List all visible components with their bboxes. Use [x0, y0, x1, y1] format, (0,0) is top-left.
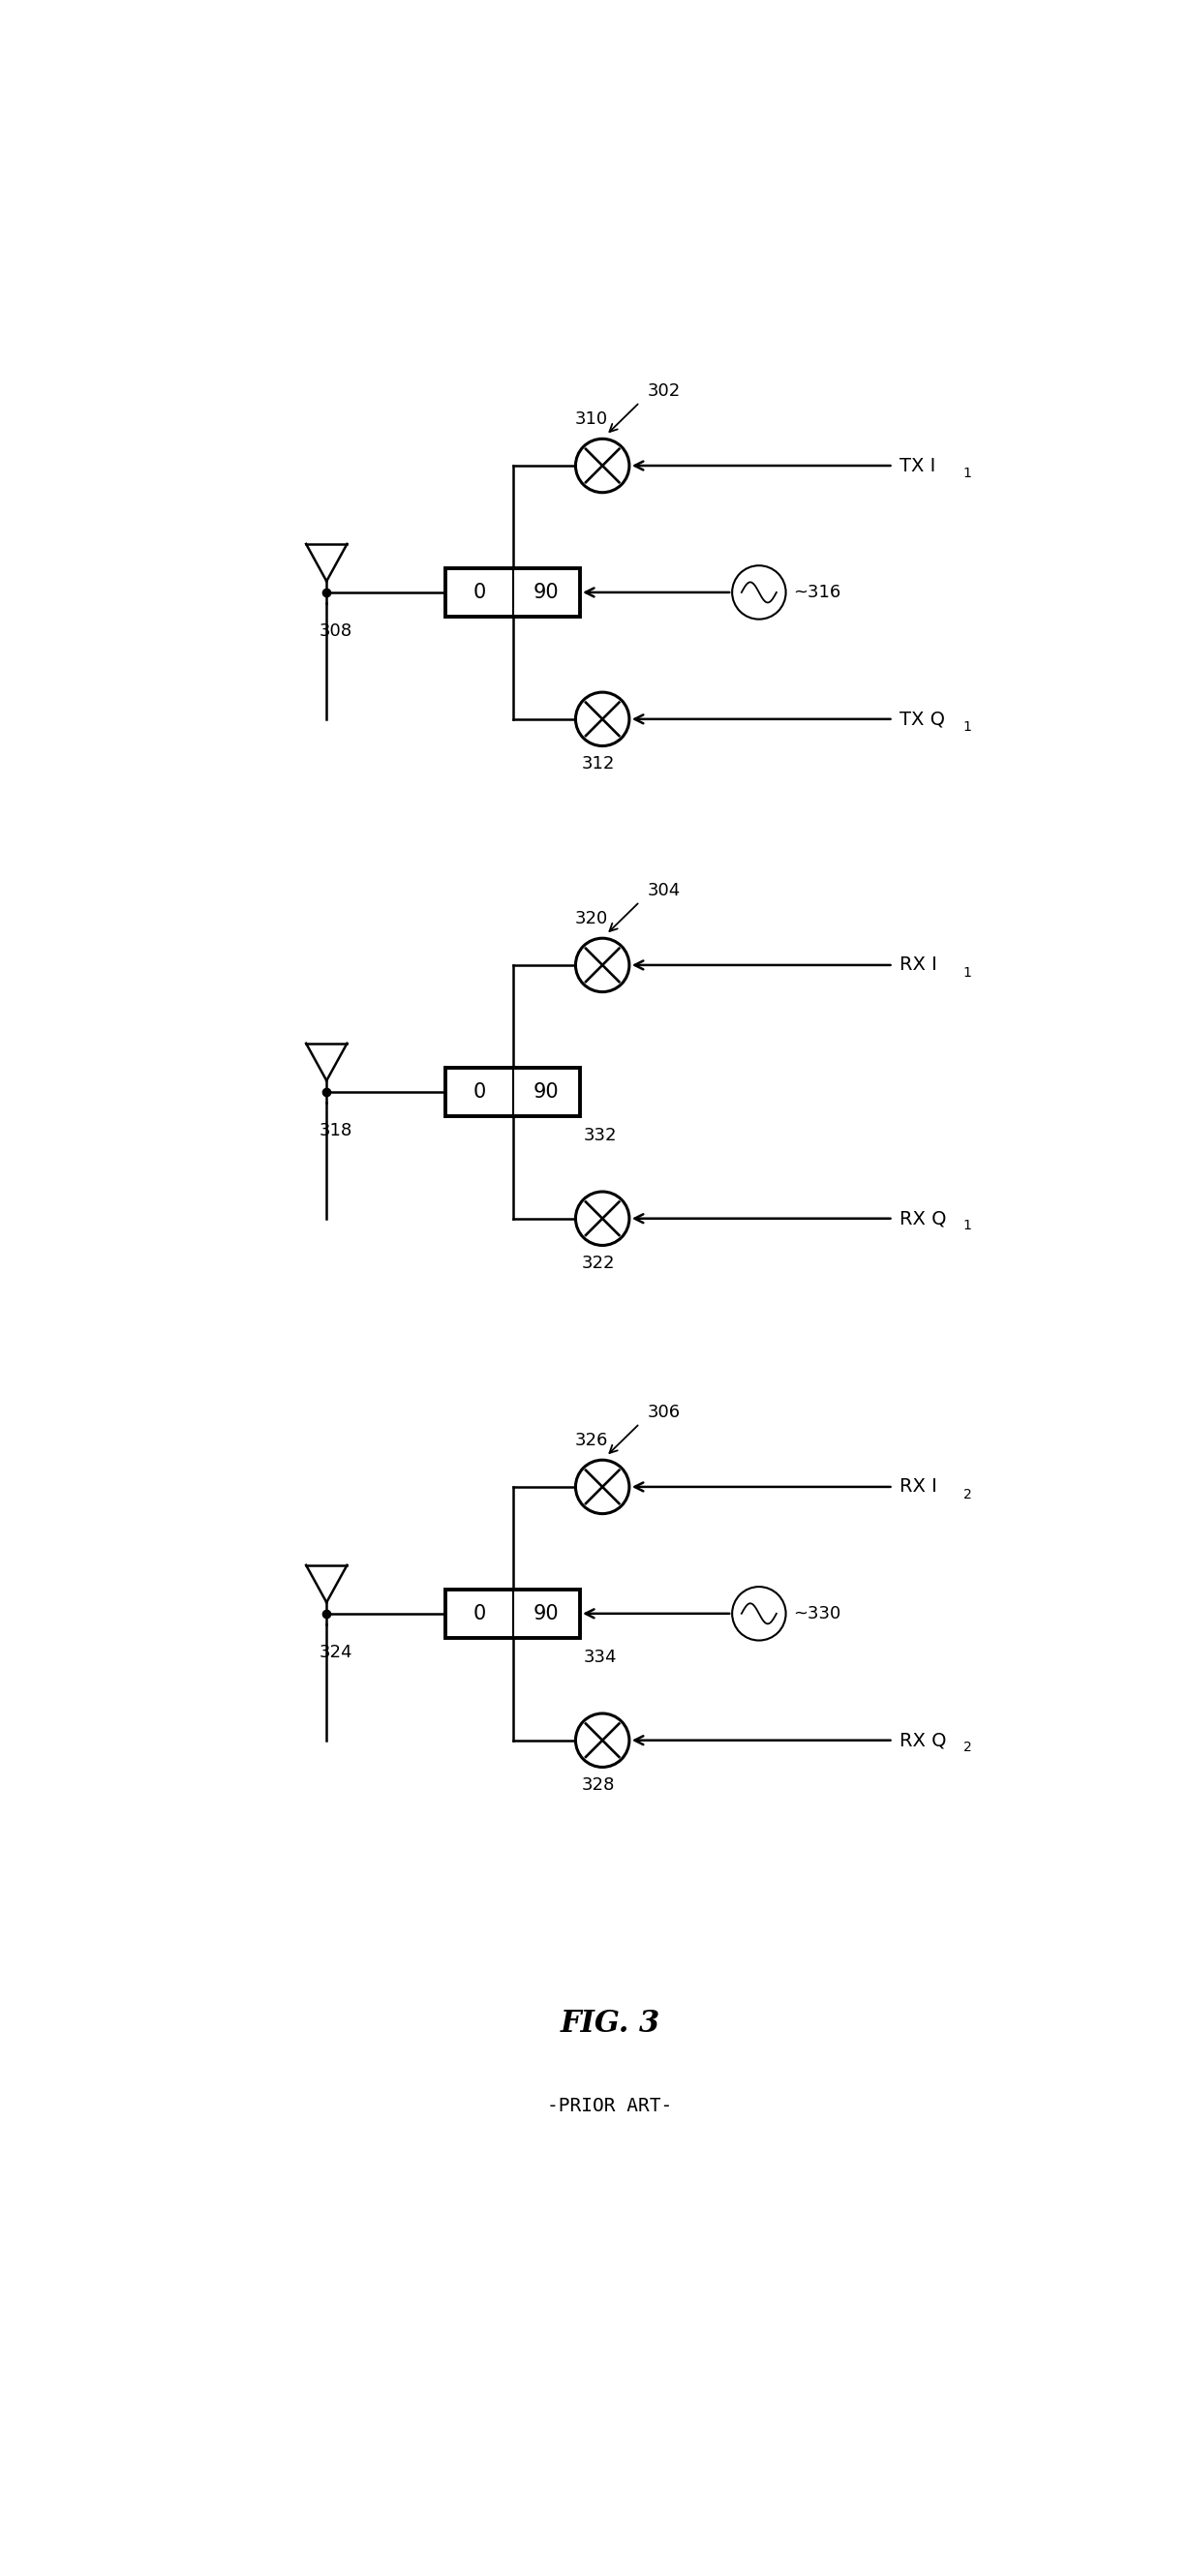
Text: RX Q: RX Q [900, 1731, 946, 1749]
Text: 1: 1 [963, 719, 972, 734]
Circle shape [732, 1587, 785, 1641]
Text: 0: 0 [472, 582, 486, 603]
Circle shape [576, 938, 630, 992]
Text: RX I: RX I [900, 956, 937, 974]
Text: 318: 318 [319, 1121, 352, 1139]
Text: 334: 334 [584, 1649, 618, 1667]
Text: 90: 90 [533, 1605, 559, 1623]
Text: 326: 326 [575, 1432, 608, 1448]
Text: -PRIOR ART-: -PRIOR ART- [547, 2097, 672, 2115]
Text: TX Q: TX Q [900, 711, 945, 729]
Circle shape [732, 567, 785, 618]
Text: ~316: ~316 [794, 585, 841, 600]
Text: TX I: TX I [900, 456, 935, 474]
Text: 0: 0 [472, 1082, 486, 1103]
Circle shape [576, 1713, 630, 1767]
Bar [446, 1589, 580, 1638]
Text: RX Q: RX Q [900, 1208, 946, 1229]
Text: RX I: RX I [900, 1479, 937, 1497]
Text: 320: 320 [575, 909, 608, 927]
Bar [446, 569, 580, 616]
Circle shape [576, 1461, 630, 1515]
Text: FIG. 3: FIG. 3 [559, 2009, 660, 2038]
Text: 90: 90 [533, 1082, 559, 1103]
Text: 310: 310 [575, 410, 608, 428]
Circle shape [576, 1193, 630, 1244]
Text: 2: 2 [963, 1741, 972, 1754]
Text: 306: 306 [647, 1404, 681, 1422]
Text: 304: 304 [647, 881, 681, 899]
Text: 1: 1 [963, 1218, 972, 1234]
Text: 328: 328 [582, 1775, 615, 1793]
Text: 1: 1 [963, 966, 972, 979]
Text: 2: 2 [963, 1486, 972, 1502]
Circle shape [576, 438, 630, 492]
Text: 1: 1 [963, 466, 972, 479]
Text: 332: 332 [584, 1128, 618, 1144]
Text: 302: 302 [647, 381, 681, 399]
Text: 322: 322 [582, 1255, 615, 1273]
Text: ~330: ~330 [794, 1605, 841, 1623]
Bar [446, 1066, 580, 1115]
Text: 324: 324 [319, 1643, 352, 1662]
Text: 90: 90 [533, 582, 559, 603]
Text: 0: 0 [472, 1605, 486, 1623]
Text: 308: 308 [319, 623, 352, 639]
Circle shape [576, 693, 630, 747]
Text: 312: 312 [582, 755, 615, 773]
